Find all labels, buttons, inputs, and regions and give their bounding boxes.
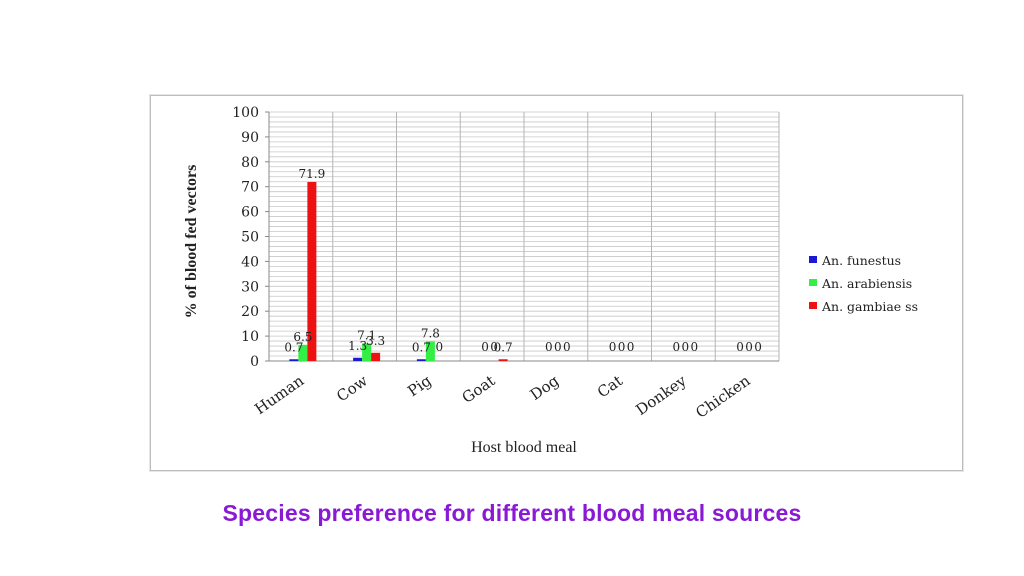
bar-anarabiensis — [362, 343, 372, 361]
legend-swatch — [809, 279, 817, 286]
bar-anfunestus — [416, 359, 426, 361]
data-label: 7.1 — [357, 328, 376, 342]
y-tick-label: 70 — [241, 180, 259, 196]
x-tick-label: Chicken — [692, 371, 753, 421]
data-label: 0.7 — [412, 340, 431, 354]
x-tick-label: Pig — [404, 371, 435, 400]
data-label: 7.8 — [421, 327, 440, 341]
x-tick-label: Cow — [333, 371, 371, 405]
legend-label: An. gambiae ss — [821, 299, 918, 314]
data-label: 0 — [745, 340, 753, 354]
data-label: 0 — [691, 340, 699, 354]
data-label: 0.7 — [494, 340, 513, 354]
bar-anfunestus — [289, 359, 299, 361]
data-label: 0 — [545, 340, 553, 354]
y-tick-label: 50 — [241, 230, 259, 246]
chart-figure: 0 10 20 30 40 50 60 70 80 90 100 0.7 6.5 71.9 Human 1.3… — [150, 95, 963, 471]
bar-anarabiensis — [425, 341, 435, 361]
y-axis-title: % of blood fed vectors — [183, 165, 200, 319]
data-label: 0 — [736, 340, 744, 354]
legend-swatch — [809, 302, 817, 309]
y-tick-label: 80 — [241, 155, 259, 171]
legend-label: An. funestus — [821, 253, 901, 268]
data-label: 0 — [563, 340, 571, 354]
y-tick-label: 10 — [241, 329, 259, 345]
bar-anarabiensis — [298, 344, 308, 361]
data-label: 0 — [554, 340, 562, 354]
data-label: 0.7 — [284, 340, 303, 354]
legend-label: An. arabiensis — [821, 276, 912, 291]
y-tick-label: 40 — [241, 254, 259, 270]
x-tick-label: Cat — [594, 372, 626, 402]
x-tick-label: Donkey — [633, 371, 691, 419]
bar-angambiaess — [307, 181, 317, 361]
bar-chart: 01020304050607080901000.76.571.9Human1.3… — [183, 105, 918, 456]
y-tick-label: 0 — [250, 354, 259, 370]
y-tick-label: 30 — [241, 279, 259, 295]
data-label: 0 — [436, 340, 444, 354]
data-label: 71.9 — [299, 167, 326, 181]
y-tick-label: 90 — [241, 130, 259, 146]
x-axis-title: Host blood meal — [471, 439, 577, 456]
data-label: 6.5 — [293, 330, 312, 344]
legend-swatch — [809, 256, 817, 263]
y-tick-label: 100 — [232, 105, 259, 121]
data-label: 0 — [481, 340, 489, 354]
data-label: 0 — [618, 340, 626, 354]
bar-angambiaess — [371, 352, 381, 361]
bar-angambiaess — [498, 359, 508, 361]
data-label: 1.3 — [348, 339, 367, 353]
data-label: 0 — [627, 340, 635, 354]
y-tick-label: 20 — [241, 304, 259, 320]
data-label: 0 — [673, 340, 681, 354]
data-label: 0 — [754, 340, 762, 354]
slide-caption: Species preference for different blood m… — [222, 500, 802, 526]
data-label: 3.3 — [366, 334, 385, 348]
y-tick-label: 60 — [241, 205, 259, 221]
data-label: 0 — [490, 340, 498, 354]
x-tick-label: Goat — [459, 372, 499, 407]
bar-anfunestus — [353, 357, 363, 361]
x-tick-label: Dog — [527, 371, 563, 404]
data-label: 0 — [682, 340, 690, 354]
x-tick-label: Human — [251, 371, 307, 418]
data-label: 0 — [609, 340, 617, 354]
